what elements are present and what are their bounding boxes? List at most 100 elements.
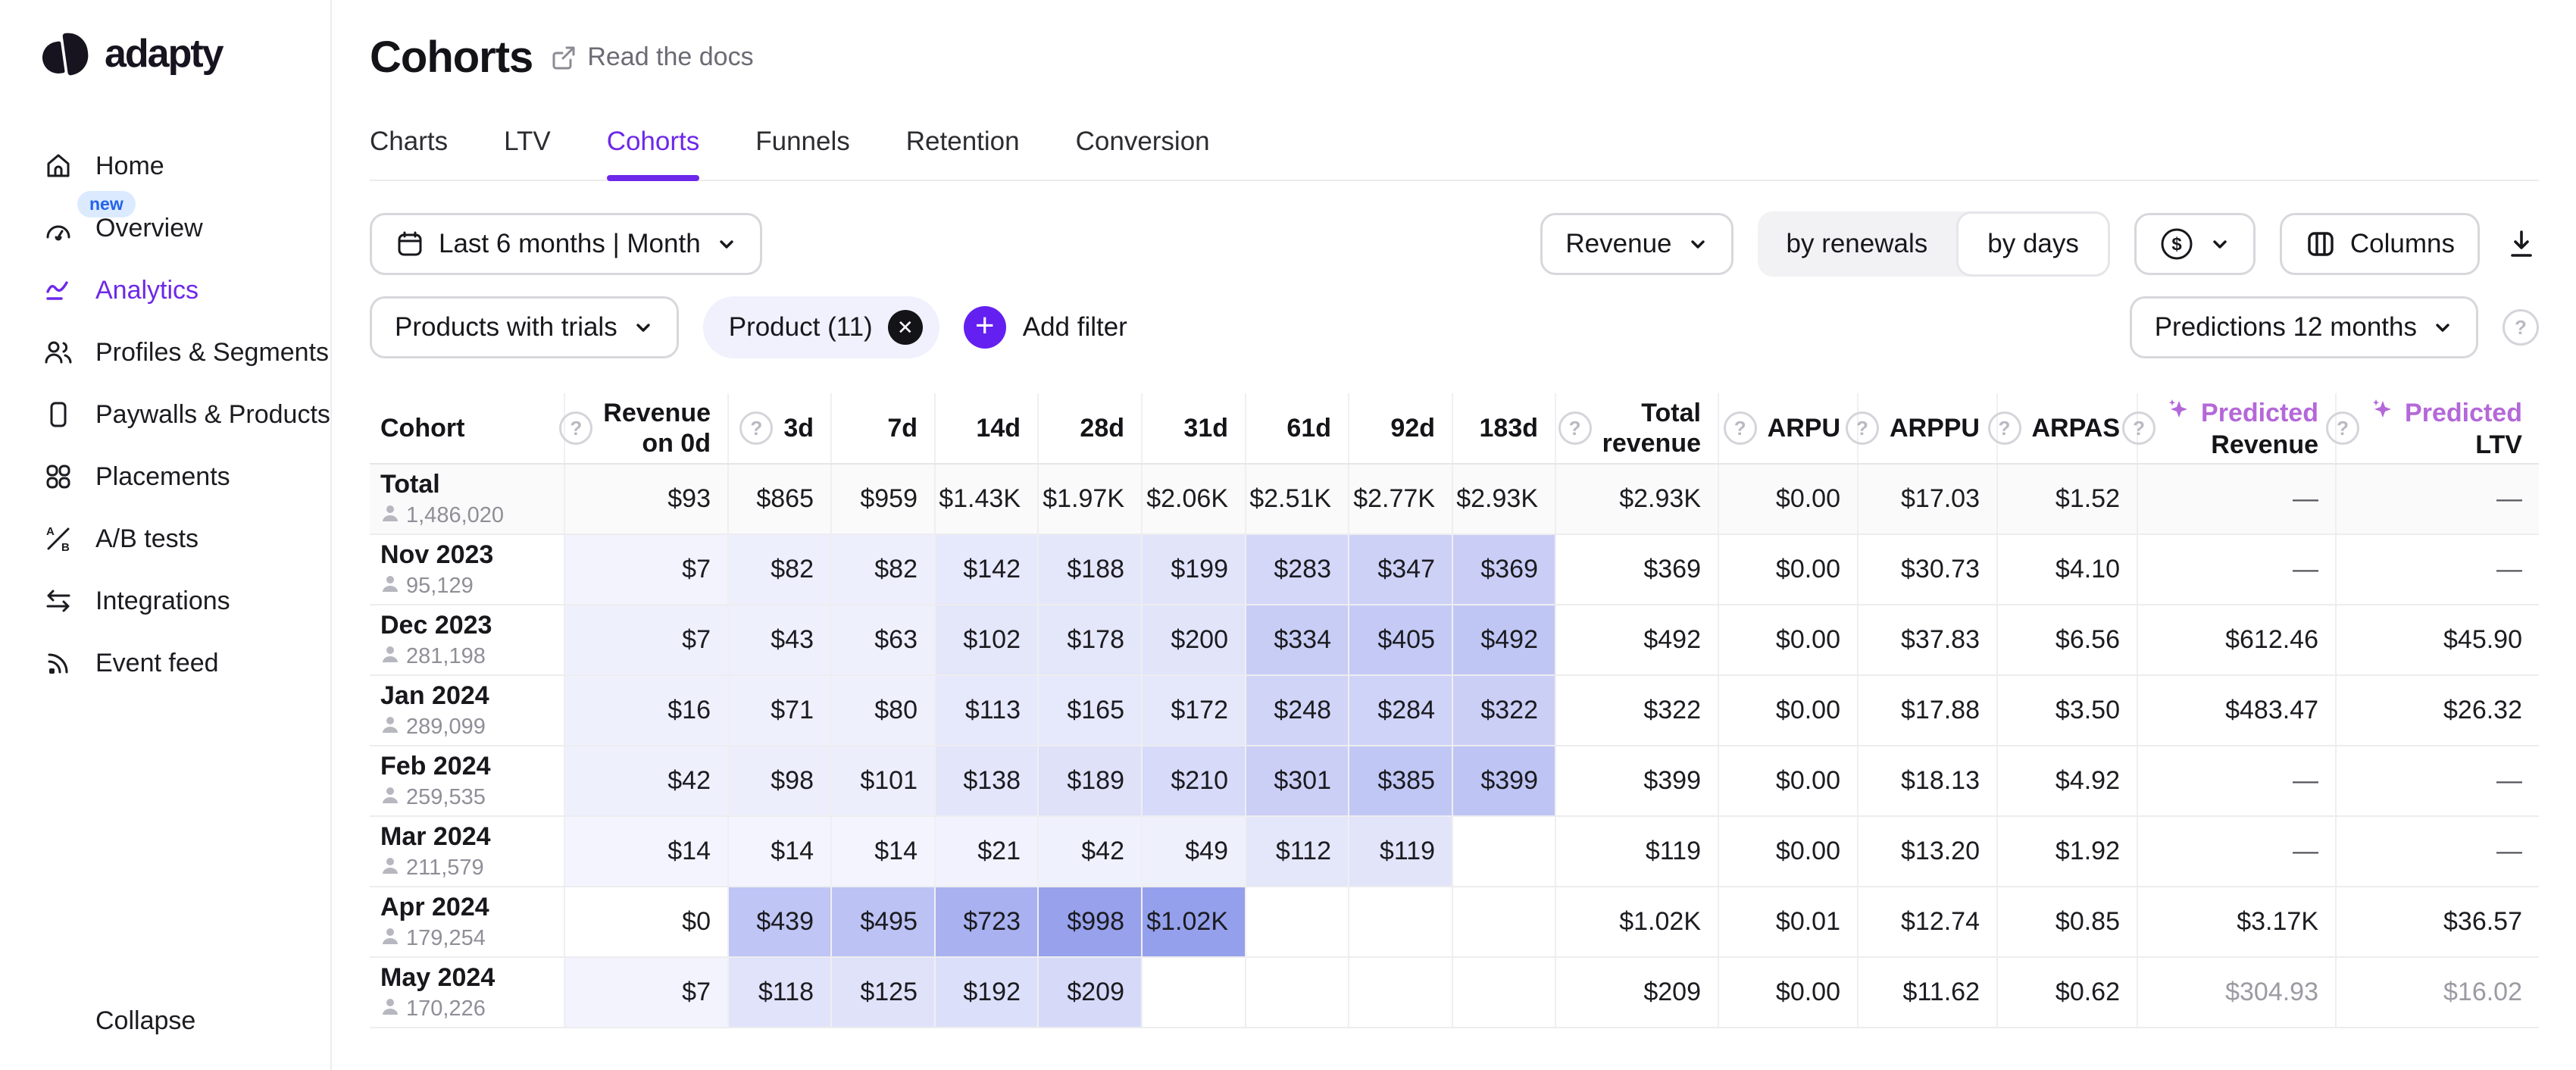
product-filter-chip[interactable]: Product (11) ✕ <box>703 296 939 358</box>
cohort-user-count: 170,226 <box>380 996 486 1021</box>
tab-retention[interactable]: Retention <box>906 127 1020 180</box>
day-cell: $82 <box>832 535 936 604</box>
gauge-icon <box>42 212 74 244</box>
day-cell: $209 <box>1039 958 1143 1027</box>
tab-ltv[interactable]: LTV <box>504 127 551 180</box>
day-cell: $14 <box>565 817 729 886</box>
toggle-by-renewals[interactable]: by renewals <box>1758 211 1957 277</box>
day-cell: $369 <box>1453 535 1556 604</box>
help-icon[interactable]: ? <box>1558 411 1592 445</box>
sidebar-item-label: A/B tests <box>95 524 199 554</box>
tab-bar: Charts LTV Cohorts Funnels Retention Con… <box>370 127 2539 181</box>
person-icon <box>380 856 400 880</box>
sidebar-item-home[interactable]: Home <box>42 135 330 197</box>
predicted-revenue-cell: $3.17K <box>2138 887 2337 956</box>
col-header-arppu: ?ARPPU <box>1859 393 1998 463</box>
col-header-arpu: ?ARPU <box>1719 393 1859 463</box>
day-cell: $495 <box>832 887 936 956</box>
plus-icon: + <box>964 306 1006 349</box>
sidebar-item-integrations[interactable]: Integrations <box>42 570 330 632</box>
sidebar-item-paywalls-products[interactable]: Paywalls & Products <box>42 383 330 446</box>
day-cell: $119 <box>1349 817 1453 886</box>
collapse-button[interactable]: Collapse <box>42 1005 330 1037</box>
cohort-name: Feb 2024 <box>380 752 491 781</box>
cohort-user-count: 211,579 <box>380 856 484 880</box>
metric-dropdown[interactable]: Revenue <box>1540 213 1733 275</box>
read-the-docs-link[interactable]: Read the docs <box>549 42 753 72</box>
cohort-user-count: 179,254 <box>380 926 486 950</box>
col-header-14d: 14d <box>936 393 1039 463</box>
currency-dropdown[interactable]: $ <box>2134 213 2256 275</box>
day-cell <box>1143 958 1246 1027</box>
day-cell: $7 <box>565 958 729 1027</box>
tab-conversion[interactable]: Conversion <box>1076 127 1210 180</box>
predictions-dropdown[interactable]: Predictions 12 months <box>2130 296 2478 358</box>
sidebar-item-placements[interactable]: Placements <box>42 446 330 508</box>
day-cell: $101 <box>832 746 936 815</box>
person-icon <box>380 503 400 527</box>
col-header-cohort: Cohort <box>370 393 565 463</box>
sidebar-item-overview[interactable]: new Overview <box>42 197 330 259</box>
arppu-cell: $30.73 <box>1859 535 1998 604</box>
predicted-revenue-cell: $304.93 <box>2138 958 2337 1027</box>
help-icon[interactable]: ? <box>2326 411 2359 445</box>
remove-filter-icon[interactable]: ✕ <box>888 310 923 345</box>
columns-button[interactable]: Columns <box>2280 213 2480 275</box>
help-icon[interactable]: ? <box>559 411 592 445</box>
help-icon[interactable]: ? <box>739 411 773 445</box>
day-cell: $178 <box>1039 605 1143 674</box>
day-cell <box>1349 958 1453 1027</box>
help-icon[interactable]: ? <box>2122 411 2156 445</box>
cohort-cell: Jan 2024289,099 <box>370 676 565 745</box>
arpas-cell: $4.92 <box>1998 746 2138 815</box>
table-row: Nov 202395,129$7$82$82$142$188$199$283$3… <box>370 535 2539 605</box>
day-cell: $63 <box>832 605 936 674</box>
chevron-down-icon <box>1687 233 1708 255</box>
arppu-cell: $18.13 <box>1859 746 1998 815</box>
dollar-circle-icon: $ <box>2159 227 2194 261</box>
tab-funnels[interactable]: Funnels <box>755 127 850 180</box>
tab-cohorts[interactable]: Cohorts <box>607 127 700 180</box>
cohort-cell: Feb 2024259,535 <box>370 746 565 815</box>
predicted-ltv-cell: $45.90 <box>2337 605 2539 674</box>
arpas-cell: $3.50 <box>1998 676 2138 745</box>
sidebar-item-analytics[interactable]: Analytics <box>42 259 330 321</box>
predicted-ltv-cell: — <box>2337 817 2539 886</box>
renewals-days-toggle: by renewals by days <box>1758 211 2110 277</box>
predicted-revenue-cell: $612.46 <box>2138 605 2337 674</box>
sparkle-icon <box>2166 396 2192 429</box>
day-cell: $14 <box>729 817 832 886</box>
day-cell: $283 <box>1246 535 1349 604</box>
day-cell: $334 <box>1246 605 1349 674</box>
sidebar-item-event-feed[interactable]: Event feed <box>42 632 330 694</box>
add-filter-button[interactable]: + Add filter <box>964 306 1127 349</box>
help-icon[interactable]: ? <box>1724 411 1757 445</box>
date-range-dropdown[interactable]: Last 6 months | Month <box>370 213 762 275</box>
col-header-61d: 61d <box>1246 393 1349 463</box>
col-header-183d: 183d <box>1453 393 1556 463</box>
segment-dropdown[interactable]: Products with trials <box>370 296 679 358</box>
new-badge: new <box>77 191 136 217</box>
download-button[interactable] <box>2504 227 2539 261</box>
chevron-down-icon <box>716 233 737 255</box>
tab-charts[interactable]: Charts <box>370 127 448 180</box>
home-icon <box>42 150 74 182</box>
day-cell: $188 <box>1039 535 1143 604</box>
svg-text:$: $ <box>2171 234 2182 255</box>
sidebar-item-ab-tests[interactable]: AB A/B tests <box>42 508 330 570</box>
toggle-by-days[interactable]: by days <box>1956 211 2110 277</box>
day-cell: $7 <box>565 535 729 604</box>
arppu-cell: $37.83 <box>1859 605 1998 674</box>
cohort-user-count: 1,486,020 <box>380 503 504 527</box>
help-icon[interactable]: ? <box>1988 411 2021 445</box>
day-cell: $2.06K <box>1143 465 1246 533</box>
adapty-logo[interactable]: adapty <box>42 30 330 77</box>
person-icon <box>380 715 400 739</box>
day-cell <box>1349 887 1453 956</box>
sidebar-item-profiles-segments[interactable]: Profiles & Segments <box>42 321 330 383</box>
help-icon[interactable]: ? <box>1846 411 1879 445</box>
predicted-ltv-cell: — <box>2337 746 2539 815</box>
arpu-cell: $0.01 <box>1719 887 1859 956</box>
grid-icon <box>42 461 74 493</box>
predictions-help-icon[interactable]: ? <box>2503 309 2539 346</box>
